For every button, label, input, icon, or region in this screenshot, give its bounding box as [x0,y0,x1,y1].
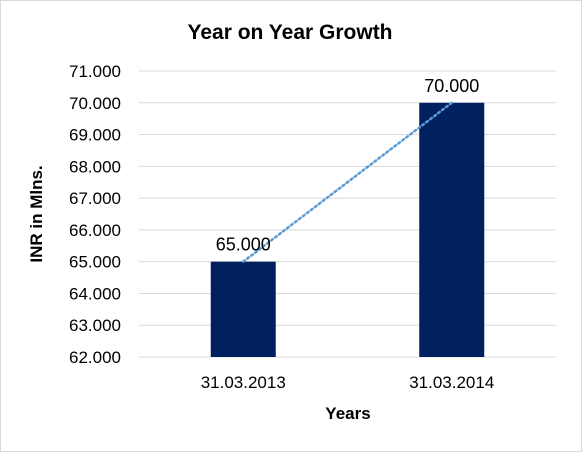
gridlines [139,70,556,358]
x-tick-label: 31.03.2013 [201,373,286,392]
y-tick-label: 65.000 [69,253,121,272]
data-label: 70.000 [424,76,479,96]
trendline [242,101,453,263]
data-label: 65.000 [216,235,271,255]
y-tick-label: 71.000 [69,62,121,81]
chart-title: Year on Year Growth [187,21,392,44]
y-tick-label: 66.000 [69,221,121,240]
y-tick-label: 70.000 [69,94,121,113]
x-tick-label: 31.03.2014 [409,373,494,392]
trendline-line [242,101,453,263]
x-axis-title: Years [325,404,370,423]
x-axis-tick-labels: 31.03.2013 31.03.2014 [201,373,495,392]
bars [210,102,485,358]
y-tick-label: 62.000 [69,348,121,367]
y-tick-label: 68.000 [69,157,121,176]
y-tick-label: 64.000 [69,284,121,303]
y-axis-tick-labels: 62.000 63.000 64.000 65.000 66.000 67.000 68.0… [69,62,121,367]
y-axis-title: INR in Mlns. [27,165,46,262]
y-tick-label: 63.000 [69,316,121,335]
data-labels: 65.000 70.000 [216,76,480,255]
bar [419,102,485,358]
bar [210,261,276,357]
y-tick-label: 67.000 [69,189,121,208]
y-tick-label: 69.000 [69,126,121,145]
